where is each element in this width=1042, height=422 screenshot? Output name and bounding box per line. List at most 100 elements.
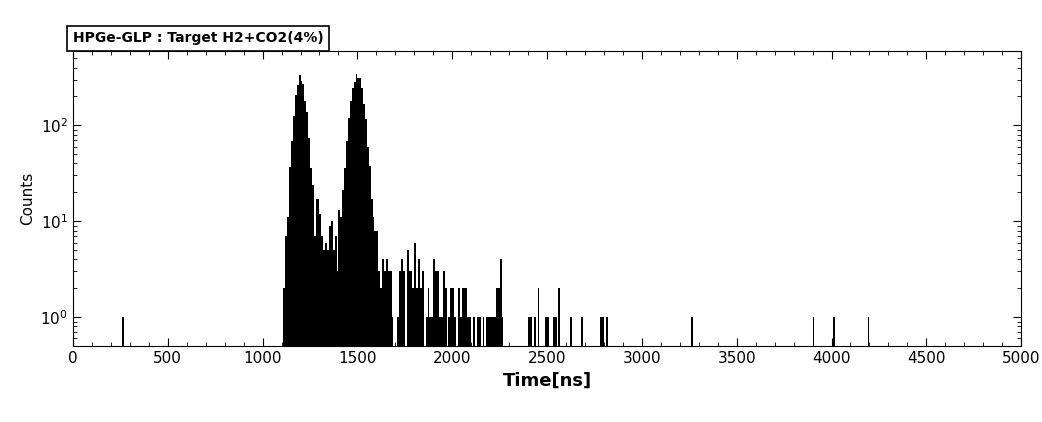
Bar: [344, 168, 346, 422]
Bar: [454, 317, 456, 422]
Bar: [494, 317, 496, 422]
Bar: [445, 288, 447, 422]
Bar: [426, 317, 427, 422]
Bar: [374, 230, 376, 422]
Bar: [498, 288, 499, 422]
Bar: [376, 230, 378, 422]
Bar: [306, 111, 308, 422]
Bar: [327, 250, 329, 422]
Bar: [554, 317, 556, 422]
Bar: [297, 86, 299, 422]
Bar: [418, 260, 420, 422]
Bar: [339, 210, 341, 422]
Bar: [350, 101, 352, 422]
Bar: [457, 288, 460, 422]
Bar: [401, 260, 403, 422]
Bar: [369, 165, 371, 422]
Bar: [605, 317, 607, 422]
Bar: [427, 288, 429, 422]
Bar: [283, 288, 286, 422]
Bar: [422, 271, 424, 422]
Bar: [559, 288, 561, 422]
Bar: [308, 138, 311, 422]
Bar: [346, 141, 348, 422]
Bar: [437, 271, 439, 422]
Bar: [311, 168, 312, 422]
Bar: [443, 271, 445, 422]
Bar: [477, 317, 478, 422]
Bar: [429, 317, 431, 422]
Bar: [492, 317, 494, 422]
Bar: [478, 317, 480, 422]
Bar: [371, 199, 373, 422]
Bar: [331, 221, 332, 422]
Bar: [359, 78, 362, 422]
Bar: [538, 288, 540, 422]
Bar: [490, 317, 492, 422]
Bar: [501, 317, 503, 422]
Bar: [602, 317, 604, 422]
Bar: [581, 317, 584, 422]
Bar: [487, 317, 489, 422]
Bar: [320, 214, 321, 422]
Bar: [464, 288, 466, 422]
Bar: [291, 141, 293, 422]
Bar: [450, 288, 452, 422]
Bar: [386, 260, 388, 422]
Bar: [552, 317, 554, 422]
Bar: [431, 317, 433, 422]
Bar: [337, 271, 339, 422]
Bar: [288, 217, 289, 422]
Bar: [462, 288, 464, 422]
Bar: [325, 243, 327, 422]
Bar: [390, 271, 392, 422]
Bar: [357, 78, 359, 422]
Bar: [473, 317, 475, 422]
Bar: [380, 288, 382, 422]
Bar: [433, 260, 436, 422]
Bar: [545, 317, 547, 422]
Bar: [469, 317, 471, 422]
Bar: [413, 288, 415, 422]
Bar: [289, 167, 291, 422]
Bar: [436, 271, 437, 422]
Bar: [365, 119, 367, 422]
Bar: [293, 116, 295, 422]
Bar: [122, 317, 124, 422]
Bar: [530, 317, 531, 422]
Bar: [499, 260, 501, 422]
Bar: [286, 236, 288, 422]
Y-axis label: Counts: Counts: [20, 172, 34, 225]
Bar: [334, 236, 337, 422]
Bar: [460, 317, 462, 422]
Bar: [547, 317, 549, 422]
Bar: [312, 185, 314, 422]
Bar: [416, 288, 418, 422]
Bar: [399, 271, 401, 422]
Bar: [318, 199, 320, 422]
Bar: [489, 317, 490, 422]
Bar: [341, 217, 342, 422]
Bar: [528, 317, 530, 422]
Bar: [362, 88, 363, 422]
Bar: [415, 243, 416, 422]
Bar: [397, 317, 399, 422]
Bar: [441, 317, 443, 422]
Bar: [468, 317, 469, 422]
Bar: [367, 146, 369, 422]
Bar: [388, 271, 390, 422]
Bar: [411, 271, 413, 422]
Bar: [304, 101, 306, 422]
Bar: [378, 271, 380, 422]
Bar: [834, 317, 836, 422]
Bar: [408, 271, 411, 422]
Bar: [316, 199, 318, 422]
Bar: [600, 317, 602, 422]
Bar: [363, 104, 365, 422]
Bar: [406, 250, 408, 422]
Bar: [496, 288, 498, 422]
Bar: [329, 226, 331, 422]
Bar: [452, 288, 454, 422]
Bar: [403, 271, 404, 422]
Bar: [482, 317, 485, 422]
